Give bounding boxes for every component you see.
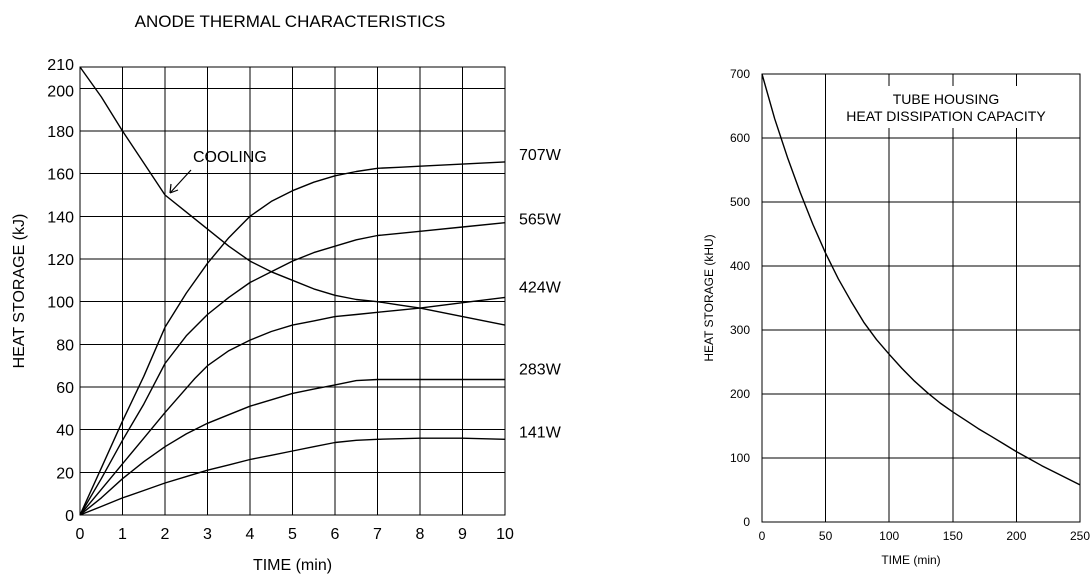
x-tick-label: 8 bbox=[416, 526, 425, 543]
x-axis-label: TIME (min) bbox=[881, 553, 940, 567]
x-tick-label: 50 bbox=[819, 529, 833, 543]
y-tick-label: 200 bbox=[47, 83, 74, 100]
x-tick-label: 2 bbox=[161, 526, 170, 543]
series-label: 707W bbox=[519, 147, 562, 164]
y-tick-label: 300 bbox=[730, 323, 750, 337]
x-tick-label: 5 bbox=[288, 526, 297, 543]
series-label: 424W bbox=[519, 279, 562, 296]
x-tick-label: 0 bbox=[759, 529, 766, 543]
x-tick-label: 6 bbox=[331, 526, 340, 543]
y-tick-label: 140 bbox=[47, 209, 74, 226]
cooling-annotation: COOLING bbox=[193, 149, 267, 166]
y-tick-label: 80 bbox=[56, 337, 74, 354]
y-tick-label: 700 bbox=[730, 67, 750, 81]
x-tick-label: 250 bbox=[1070, 529, 1090, 543]
plot-frame bbox=[761, 73, 1081, 523]
y-tick-label: 180 bbox=[47, 124, 74, 141]
x-tick-label: 0 bbox=[76, 526, 85, 543]
cooling-arrowhead bbox=[169, 183, 179, 194]
chart-title-line: TUBE HOUSING bbox=[893, 91, 1000, 107]
plot-frame bbox=[79, 66, 506, 516]
y-tick-label: 40 bbox=[56, 423, 74, 440]
x-tick-label: 10 bbox=[496, 526, 514, 543]
x-tick-label: 9 bbox=[458, 526, 467, 543]
y-tick-label: 600 bbox=[730, 131, 750, 145]
y-axis-label: HEAT STORAGE (kJ) bbox=[11, 214, 28, 369]
y-tick-label: 120 bbox=[47, 252, 74, 269]
title-background bbox=[830, 86, 1066, 128]
y-tick-label: 100 bbox=[47, 295, 74, 312]
series-label: 565W bbox=[519, 212, 562, 229]
anode-chart: ANODE THERMAL CHARACTERISTICS 0 1 2 3 4 5 6 7 8 9 1… bbox=[11, 12, 562, 574]
y-tick-label: 100 bbox=[730, 451, 750, 465]
series-line-707w bbox=[79, 161, 506, 516]
x-tick-label: 1 bbox=[118, 526, 127, 543]
series-line-cooling bbox=[79, 66, 506, 326]
y-tick-label: 20 bbox=[56, 465, 74, 482]
x-axis-label: TIME (min) bbox=[253, 557, 332, 574]
series-label: 283W bbox=[519, 362, 562, 379]
series-line-dissipation bbox=[761, 73, 1081, 486]
y-tick-label: 0 bbox=[65, 508, 74, 525]
y-axis-label: HEAT STORAGE (kHU) bbox=[702, 234, 716, 361]
y-tick-label: 200 bbox=[730, 387, 750, 401]
x-tick-label: 200 bbox=[1006, 529, 1026, 543]
series-line-141w bbox=[79, 437, 506, 516]
y-tick-label: 210 bbox=[47, 57, 74, 74]
y-tick-label: 500 bbox=[730, 195, 750, 209]
y-tick-label: 0 bbox=[743, 515, 750, 529]
series-line-424w bbox=[79, 296, 506, 516]
x-tick-label: 4 bbox=[246, 526, 255, 543]
y-tick-label: 160 bbox=[47, 167, 74, 184]
series-line-283w bbox=[79, 378, 505, 516]
x-tick-label: 7 bbox=[373, 526, 382, 543]
cooling-arrow bbox=[169, 169, 192, 194]
series-label: 141W bbox=[519, 424, 562, 441]
y-tick-label: 400 bbox=[730, 259, 750, 273]
x-tick-label: 3 bbox=[203, 526, 212, 543]
y-tick-label: 60 bbox=[56, 380, 74, 397]
x-tick-label: 150 bbox=[943, 529, 963, 543]
chart-title: ANODE THERMAL CHARACTERISTICS bbox=[135, 12, 446, 31]
chart-title-line: HEAT DISSIPATION CAPACITY bbox=[846, 108, 1046, 124]
x-tick-label: 100 bbox=[879, 529, 899, 543]
